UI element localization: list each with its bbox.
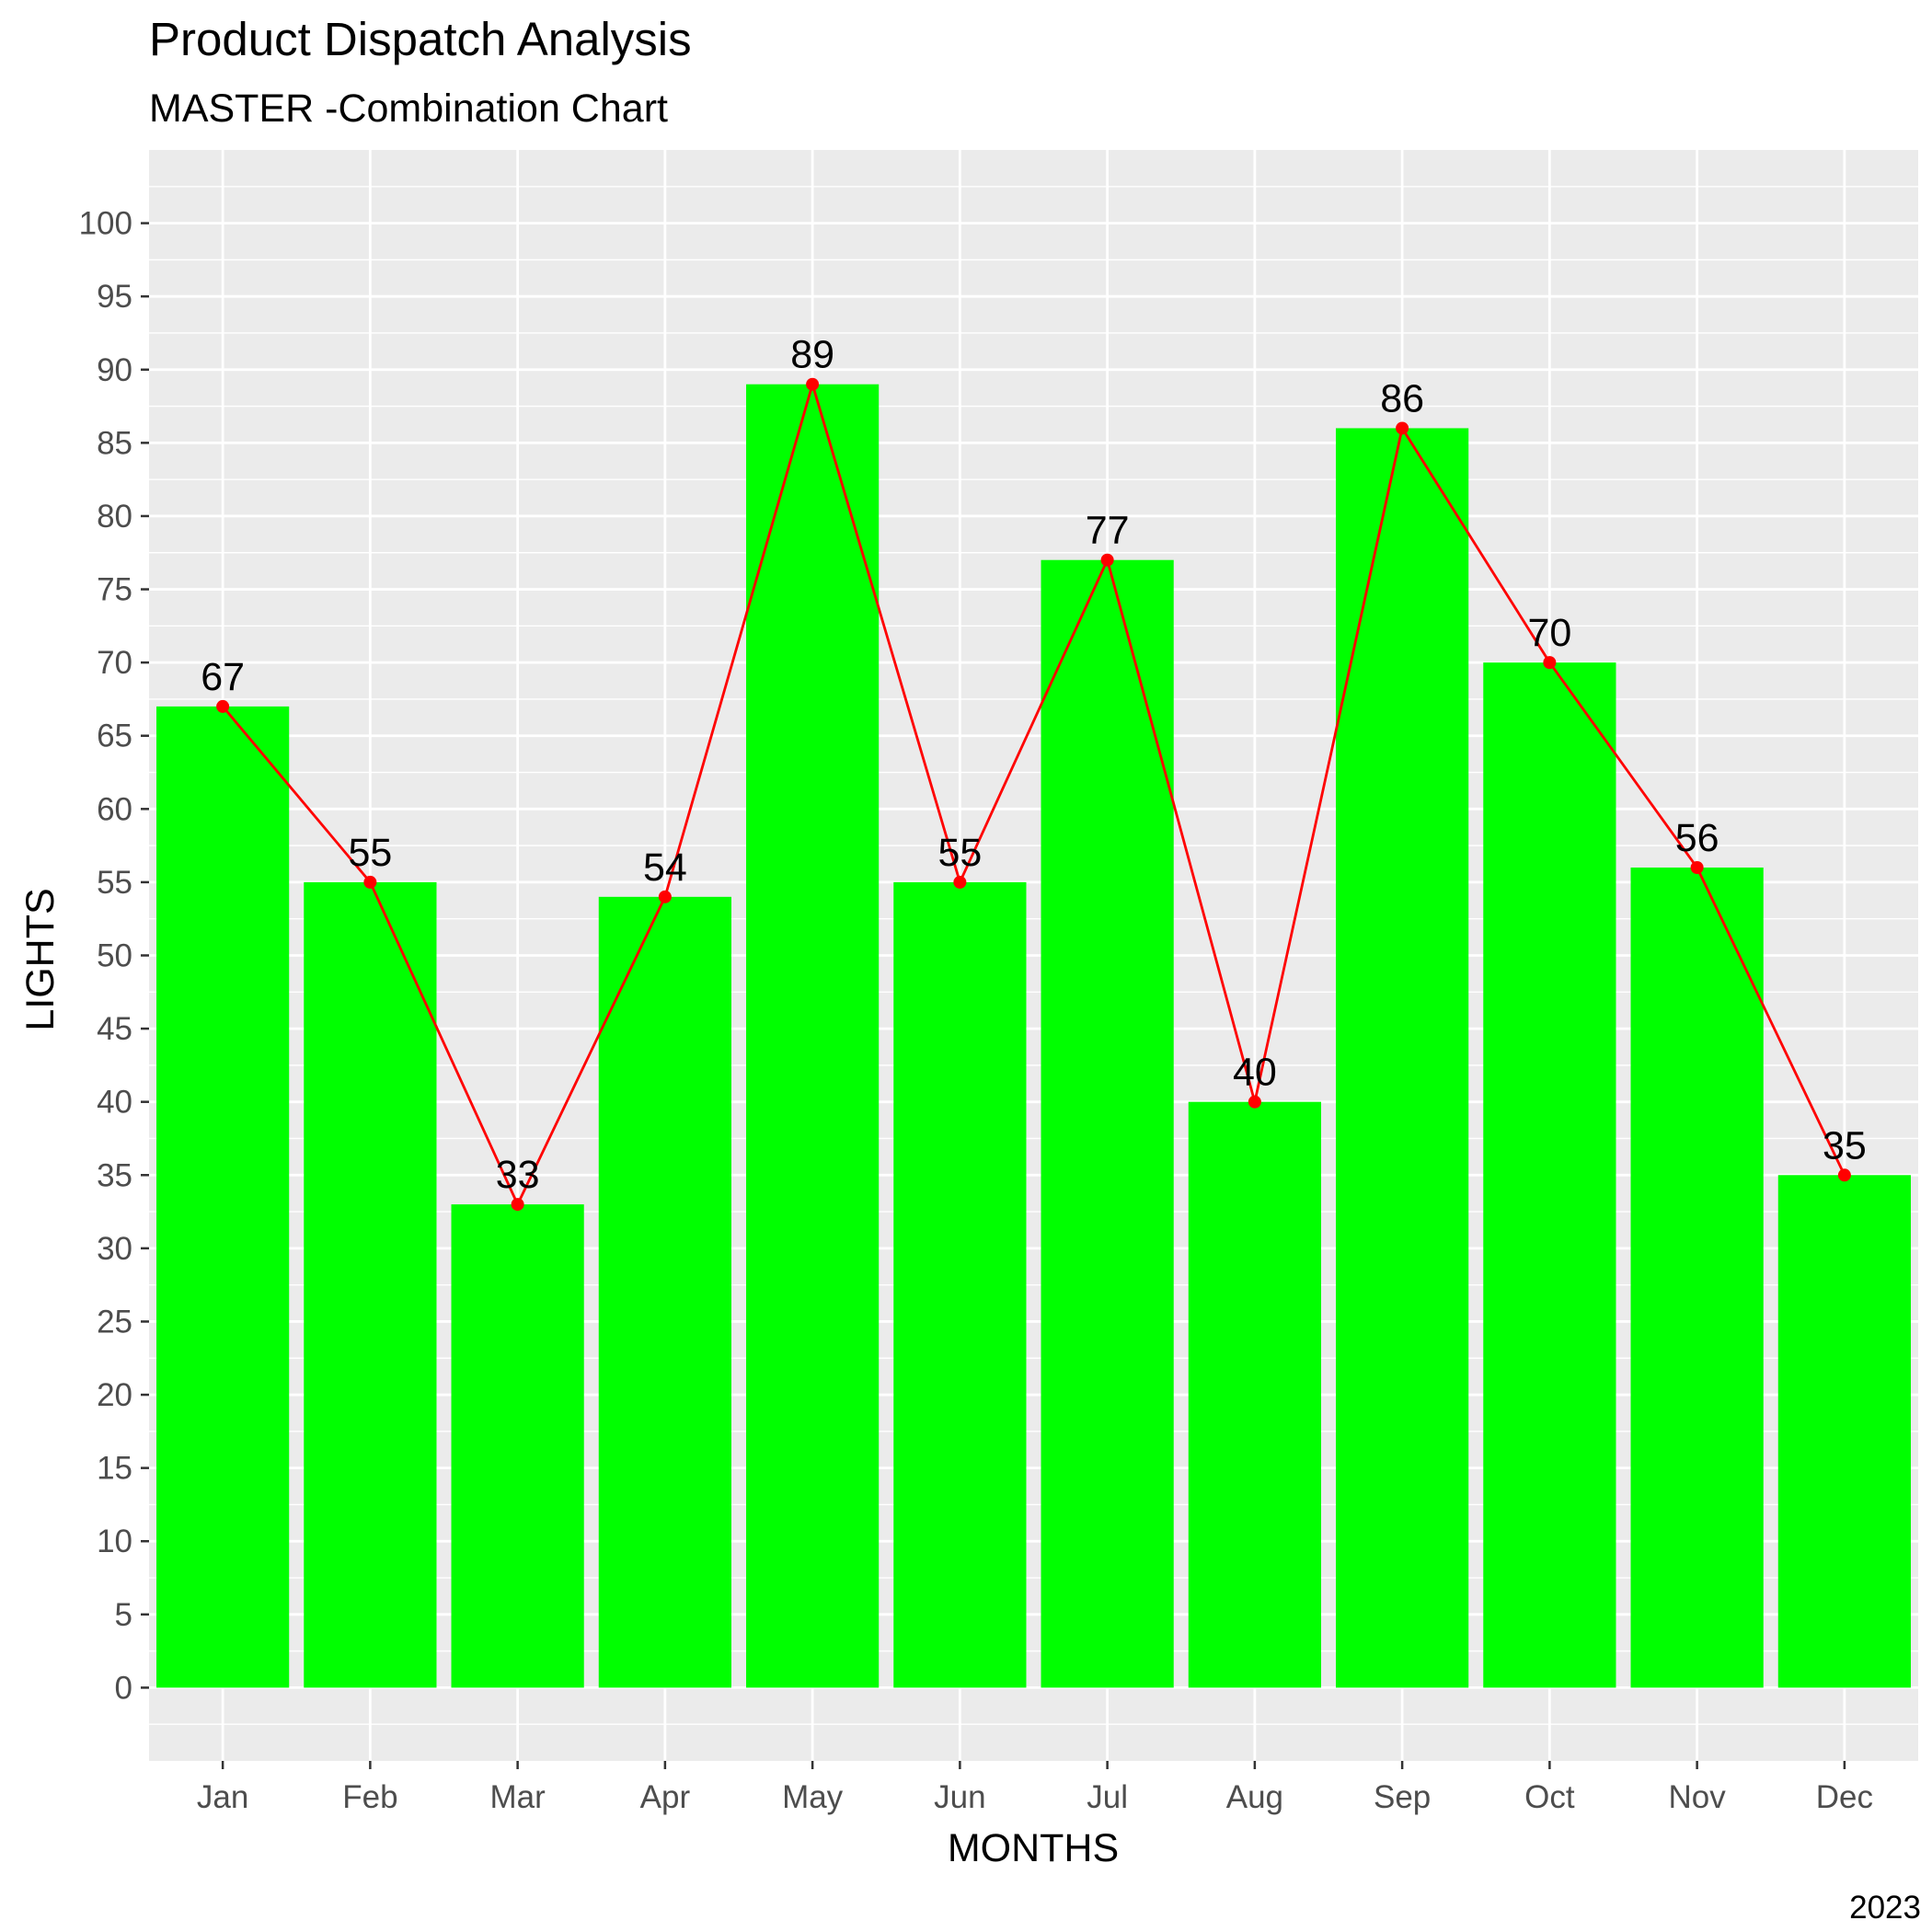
line-series [222,379,1846,1208]
x-axis: Jan Feb Mar Apr May Jun Jul Aug Sep Oct Nov Dec [197,1761,1873,1815]
y-tick-label: 95 [97,279,132,315]
data-label-dec: 35 [1823,1123,1867,1167]
y-axis: 0 5 10 15 20 25 30 35 40 45 50 55 60 65 70 75 80 85 90 95 10… [79,206,149,1706]
data-label-feb: 55 [348,831,392,875]
y-tick-label: 55 [97,865,132,901]
point-jul [1100,553,1114,567]
bar-aug [1188,1101,1321,1688]
x-tick-label-jun: Jun [934,1779,985,1815]
y-tick-label: 35 [97,1157,132,1193]
data-label-jul: 77 [1086,509,1130,553]
point-jun [953,875,967,889]
x-tick-label-oct: Oct [1524,1779,1575,1815]
x-tick-label-sep: Sep [1374,1779,1431,1815]
data-label-sep: 86 [1380,376,1424,420]
data-label-jan: 67 [201,655,245,699]
y-tick-label: 5 [115,1597,132,1633]
data-label-jun: 55 [937,831,982,875]
point-oct [1543,656,1557,670]
bar-jan [156,706,290,1688]
x-tick-label-nov: Nov [1669,1779,1727,1815]
x-tick-label-mar: Mar [489,1779,546,1815]
bar-apr [598,896,731,1688]
data-label-oct: 70 [1527,611,1571,655]
bar-dec [1777,1175,1911,1688]
y-tick-label: 65 [97,719,132,754]
data-label-mar: 33 [496,1153,540,1197]
y-tick-label: 40 [97,1085,132,1121]
chart-caption: 2023 [1849,1890,1921,1926]
x-tick-label-jan: Jan [197,1779,248,1815]
y-tick-label: 0 [115,1670,132,1706]
y-tick-label: 90 [97,352,132,388]
y-tick-label: 25 [97,1304,132,1340]
bar-jun [893,881,1027,1688]
point-feb [363,875,377,889]
data-label-nov: 56 [1675,816,1719,860]
bar-mar [451,1204,584,1688]
bar-jul [1041,559,1174,1688]
point-sep [1396,421,1409,435]
y-tick-label: 80 [97,499,132,535]
bar-nov [1630,867,1764,1688]
point-mar [511,1198,524,1212]
y-tick-label: 10 [97,1524,132,1559]
y-axis-title: LIGHTS [18,888,63,1030]
point-jan [216,699,230,713]
data-label-may: 89 [790,333,834,377]
point-may [806,377,820,391]
y-tick-label: 15 [97,1451,132,1487]
y-tick-label: 20 [97,1377,132,1413]
data-label-apr: 54 [643,845,687,890]
data-label-aug: 40 [1233,1051,1277,1095]
point-nov [1690,860,1704,874]
bar-sep [1336,428,1469,1688]
x-tick-label-feb: Feb [342,1779,397,1815]
data-labels: 67 55 33 54 89 55 77 40 86 70 56 35 [201,333,1867,1197]
line-points [216,377,1851,1212]
y-tick-label: 45 [97,1011,132,1047]
x-tick-label-may: May [782,1779,844,1815]
x-tick-label-dec: Dec [1816,1779,1873,1815]
bar-may [746,384,880,1688]
y-tick-label: 85 [97,425,132,461]
y-tick-label: 60 [97,791,132,827]
y-tick-label: 75 [97,572,132,608]
bar-feb [304,881,437,1688]
bar-series [156,384,1911,1688]
y-tick-label: 70 [97,645,132,681]
chart-subtitle: MASTER -Combination Chart [149,86,668,131]
point-apr [658,890,672,903]
x-axis-title: MONTHS [948,1826,1119,1870]
y-tick-label: 30 [97,1231,132,1267]
point-dec [1837,1168,1851,1182]
x-tick-label-jul: Jul [1087,1779,1128,1815]
minor-gridlines [149,186,1918,1725]
x-tick-label-apr: Apr [640,1779,691,1815]
bar-oct [1483,662,1616,1688]
point-aug [1248,1095,1261,1109]
x-tick-label-aug: Aug [1226,1779,1283,1815]
chart-title: Product Dispatch Analysis [149,13,692,65]
y-tick-label: 100 [79,206,132,242]
y-tick-label: 50 [97,938,132,974]
